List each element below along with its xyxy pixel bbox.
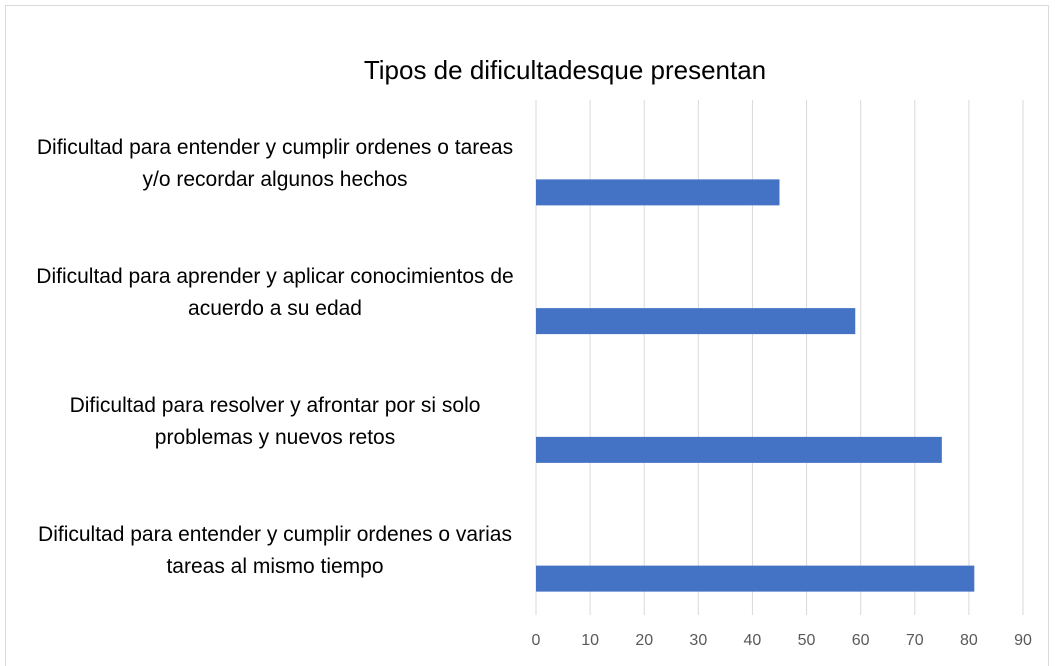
y-tick-label: Dificultad para entender y cumplir orden… — [36, 136, 514, 192]
bar — [536, 565, 975, 592]
x-tick-label: 30 — [689, 632, 707, 649]
x-tick-label: 80 — [960, 632, 978, 649]
x-tick-label: 60 — [852, 632, 870, 649]
x-tick-label: 40 — [744, 632, 762, 649]
bar — [536, 179, 780, 206]
x-tick-label: 20 — [635, 632, 653, 649]
x-tick-label: 0 — [532, 632, 541, 649]
bar — [536, 436, 942, 463]
x-tick-label: 50 — [798, 632, 816, 649]
bar — [536, 308, 856, 335]
chart-frame — [5, 5, 1049, 666]
x-tick-label: 10 — [581, 632, 599, 649]
y-tick-label: Dificultad para resolver y afrontar por … — [69, 393, 481, 449]
x-tick-label: 90 — [1014, 632, 1032, 649]
chart-title: Tipos de dificultadesque presentan — [363, 55, 767, 85]
x-tick-label: 70 — [906, 632, 924, 649]
y-tick-label: Dificultad para aprender y aplicar conoc… — [36, 265, 514, 321]
y-tick-label: Dificultad para entender y cumplir orden… — [38, 522, 512, 578]
